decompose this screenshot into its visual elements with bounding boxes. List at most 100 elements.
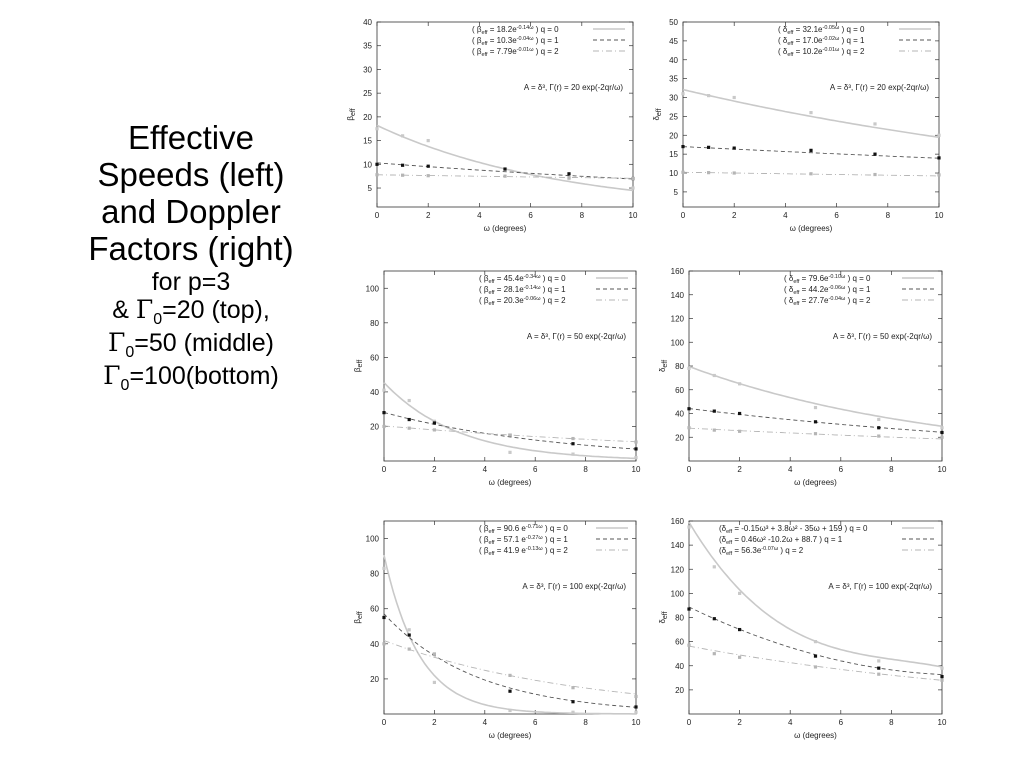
title-line-8: Γ0=100(bottom)	[56, 360, 326, 395]
legend-label-q1-part: -0.04ω	[517, 36, 535, 42]
data-point-q0	[401, 134, 405, 138]
y-axis-label-part: eff	[350, 108, 357, 116]
data-point-q2	[571, 436, 575, 441]
data-point-q1	[707, 145, 711, 149]
fit-curve-q1	[383, 412, 637, 450]
x-tick-label: 4	[477, 211, 482, 220]
legend-label-q0-part: ( β	[479, 524, 489, 533]
data-point-q0	[873, 122, 877, 126]
legend-label-q1-part: ) q = 1	[845, 285, 871, 294]
y-tick-label: 35	[669, 75, 678, 84]
legend-label-q1-part: eff	[489, 290, 495, 296]
data-point-q1	[426, 164, 430, 168]
y-tick-label: 50	[669, 18, 678, 27]
data-point-q2	[407, 426, 411, 430]
x-tick-label: 2	[732, 211, 737, 220]
data-point-q2	[877, 434, 881, 438]
gamma-symbol: Γ	[103, 360, 121, 390]
model-annotation: A = δ³, Γ(r) = 100 exp(-2qr/ω)	[522, 582, 626, 591]
x-tick-label: 8	[889, 465, 894, 474]
legend-label-q2-part: ) q = 2	[541, 296, 567, 305]
legend-label-q1-part: ) q = 1	[534, 36, 560, 45]
data-point-q0	[712, 565, 716, 569]
legend-label-q0-part: -0.14ω	[517, 25, 535, 31]
x-tick-label: 6	[839, 718, 844, 727]
data-point-q0	[432, 419, 436, 423]
y-tick-label: 40	[675, 410, 684, 419]
legend-label-q2-part: = 10.2e	[793, 47, 823, 56]
legend-label-q1-part: eff	[793, 290, 799, 296]
data-point-q0	[940, 426, 944, 430]
data-point-q2	[940, 435, 944, 439]
legend-label-q0-part: ) q = 0	[543, 524, 569, 533]
legend-label-q0-part: -0.34ω	[524, 274, 542, 280]
legend-label-q1-part: ) q = 1	[839, 36, 865, 45]
data-point-q2	[732, 171, 736, 175]
x-tick-label: 10	[938, 465, 947, 474]
legend-label-q2-part: ) q = 2	[845, 296, 871, 305]
legend-label-q0: ( δeff = 32.1e-0.05ω ) q = 0	[778, 25, 865, 36]
legend-label-q0-part: = 32.1e	[793, 25, 823, 34]
fit-curve-q2	[683, 171, 939, 177]
data-point-q1	[738, 627, 742, 632]
data-point-q0	[571, 452, 575, 456]
y-tick-label: 30	[363, 65, 372, 74]
x-tick-label: 6	[533, 718, 538, 727]
y-tick-label: 20	[370, 675, 379, 684]
x-tick-label: 2	[737, 718, 742, 727]
x-tick-label: 4	[788, 718, 793, 727]
legend-label-q1: ( δeff = 17.0e-0.02ω ) q = 1	[778, 36, 865, 47]
legend-label-q2-part: = 56.3e	[732, 546, 762, 555]
legend-label-q2-part: (δ	[719, 546, 727, 555]
data-point-q1	[813, 420, 818, 424]
data-point-q1	[877, 666, 881, 670]
y-tick-label: 45	[669, 37, 678, 46]
legend-label-q1-part: = 10.3e	[488, 36, 518, 45]
data-point-q1	[813, 654, 818, 658]
data-point-q1	[738, 411, 742, 416]
legend-label-q1-part: = 17.0e	[793, 36, 823, 45]
data-point-q2	[940, 678, 944, 682]
data-point-q2	[687, 426, 691, 430]
legend-label-q1-part: ( δ	[784, 285, 794, 294]
legend-label-q1-part: ( β	[472, 36, 482, 45]
x-tick-label: 2	[426, 211, 431, 220]
legend-label-q0-part: ) q = 0	[534, 25, 560, 34]
legend-label-q2-part: = 41.9 e	[495, 546, 527, 555]
x-tick-label: 4	[783, 211, 788, 220]
x-tick-label: 6	[533, 465, 538, 474]
x-tick-label: 6	[834, 211, 839, 220]
legend-label-q2: ( δeff = 10.2e-0.01ω ) q = 2	[778, 47, 865, 58]
x-tick-label: 0	[687, 718, 692, 727]
legend-label-q2-part: eff	[482, 52, 488, 58]
legend-label-q2-part: -0.01ω	[517, 47, 535, 53]
y-axis-label: βeff	[353, 360, 364, 372]
data-point-q1	[634, 705, 638, 709]
legend-label-q0-part: eff	[482, 30, 488, 36]
model-annotation: A = δ³, Γ(r) = 50 exp(-2qr/ω)	[833, 332, 932, 341]
x-tick-label: 8	[583, 718, 588, 727]
x-tick-label: 10	[632, 718, 641, 727]
y-axis-label-part: eff	[357, 611, 364, 619]
x-axis-label: ω (degrees)	[794, 478, 837, 487]
x-tick-label: 2	[737, 465, 742, 474]
y-tick-label: 60	[675, 386, 684, 395]
fit-curve-q1	[376, 162, 634, 180]
legend-label-q1: ( βeff = 28.1e-0.14ω ) q = 1	[479, 285, 566, 296]
y-axis-label-part: δ	[652, 116, 661, 121]
data-point-q1	[407, 417, 411, 422]
x-tick-label: 10	[935, 211, 944, 220]
data-point-q1	[432, 421, 436, 425]
legend-label-q0-part: ) q = 0	[541, 274, 567, 283]
plot-frame	[383, 520, 637, 715]
data-point-q1	[687, 407, 691, 411]
data-point-q1	[687, 607, 691, 611]
legend-label-q0-part: -0.05ω	[823, 25, 841, 31]
data-point-q1	[940, 430, 944, 435]
y-tick-label: 60	[675, 638, 684, 647]
fit-curve-q0	[383, 382, 637, 460]
y-tick-label: 80	[370, 319, 379, 328]
y-tick-label: 5	[368, 184, 373, 193]
y-tick-label: 100	[366, 284, 380, 293]
